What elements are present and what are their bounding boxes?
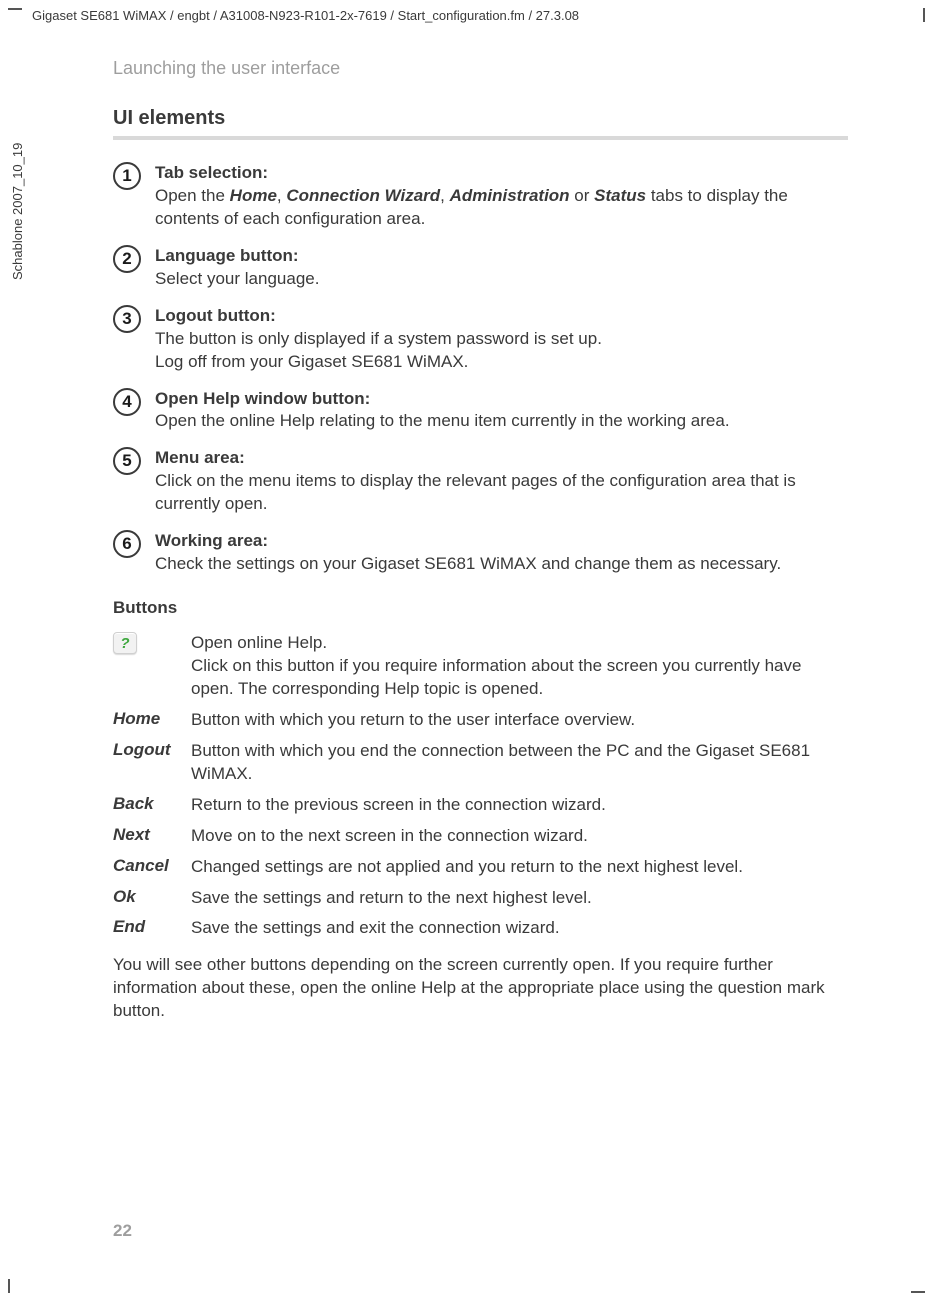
- crop-mark: [8, 1279, 10, 1293]
- button-desc: Button with which you end the connection…: [191, 740, 848, 786]
- button-desc: Changed settings are not applied and you…: [191, 856, 848, 879]
- numbered-item: 2 Language button: Select your language.: [113, 245, 848, 291]
- item-body: Working area: Check the settings on your…: [155, 530, 848, 576]
- item-number: 4: [113, 388, 141, 416]
- button-desc: Save the settings and return to the next…: [191, 887, 848, 910]
- item-number: 5: [113, 447, 141, 475]
- item-text: Select your language.: [155, 269, 319, 288]
- item-title: Open Help window button:: [155, 389, 370, 408]
- button-row: Ok Save the settings and return to the n…: [113, 887, 848, 910]
- page-content: Launching the user interface UI elements…: [113, 58, 848, 1023]
- crop-mark: [923, 8, 925, 22]
- item-text: The button is only displayed if a system…: [155, 329, 602, 371]
- crop-mark: [8, 8, 22, 10]
- crop-mark: [911, 1291, 925, 1293]
- item-title: Working area:: [155, 531, 268, 550]
- template-label: Schablone 2007_10_19: [10, 143, 25, 280]
- item-title: Logout button:: [155, 306, 276, 325]
- bold-term: Home: [230, 186, 277, 205]
- text: ,: [277, 186, 286, 205]
- button-label: End: [113, 917, 191, 937]
- item-number: 3: [113, 305, 141, 333]
- bold-term: Administration: [450, 186, 570, 205]
- horizontal-rule: [113, 136, 848, 140]
- item-body: Open Help window button: Open the online…: [155, 388, 848, 434]
- button-desc: Return to the previous screen in the con…: [191, 794, 848, 817]
- text: or: [570, 186, 595, 205]
- button-label: Home: [113, 709, 191, 729]
- help-icon: ?: [113, 632, 137, 654]
- item-text: Click on the menu items to display the r…: [155, 471, 796, 513]
- numbered-item: 6 Working area: Check the settings on yo…: [113, 530, 848, 576]
- button-desc: Button with which you return to the user…: [191, 709, 848, 732]
- item-text: Open the online Help relating to the men…: [155, 411, 730, 430]
- button-row: Cancel Changed settings are not applied …: [113, 856, 848, 879]
- item-body: Logout button: The button is only displa…: [155, 305, 848, 374]
- button-row: ? Open online Help. Click on this button…: [113, 632, 848, 701]
- button-row: Next Move on to the next screen in the c…: [113, 825, 848, 848]
- button-label: Ok: [113, 887, 191, 907]
- item-body: Tab selection: Open the Home, Connection…: [155, 162, 848, 231]
- button-desc: Open online Help. Click on this button i…: [191, 632, 848, 701]
- item-number: 1: [113, 162, 141, 190]
- item-number: 6: [113, 530, 141, 558]
- item-text: Check the settings on your Gigaset SE681…: [155, 554, 781, 573]
- bold-term: Status: [594, 186, 646, 205]
- button-label: Cancel: [113, 856, 191, 876]
- item-title: Language button:: [155, 246, 299, 265]
- button-label: Next: [113, 825, 191, 845]
- button-row: End Save the settings and exit the conne…: [113, 917, 848, 940]
- closing-paragraph: You will see other buttons depending on …: [113, 954, 848, 1023]
- item-body: Language button: Select your language.: [155, 245, 848, 291]
- button-row: Back Return to the previous screen in th…: [113, 794, 848, 817]
- section-title: Launching the user interface: [113, 58, 848, 79]
- text: ,: [440, 186, 449, 205]
- bold-term: Connection Wizard: [286, 186, 440, 205]
- page-number: 22: [113, 1221, 132, 1241]
- text: Open the: [155, 186, 230, 205]
- button-row: Logout Button with which you end the con…: [113, 740, 848, 786]
- button-label: Back: [113, 794, 191, 814]
- subheading: UI elements: [113, 107, 848, 130]
- numbered-item: 3 Logout button: The button is only disp…: [113, 305, 848, 374]
- buttons-heading: Buttons: [113, 598, 848, 618]
- button-label: ?: [113, 632, 191, 654]
- button-row: Home Button with which you return to the…: [113, 709, 848, 732]
- button-label: Logout: [113, 740, 191, 760]
- button-desc: Save the settings and exit the connectio…: [191, 917, 848, 940]
- numbered-item: 5 Menu area: Click on the menu items to …: [113, 447, 848, 516]
- numbered-item: 1 Tab selection: Open the Home, Connecti…: [113, 162, 848, 231]
- button-desc: Move on to the next screen in the connec…: [191, 825, 848, 848]
- numbered-item: 4 Open Help window button: Open the onli…: [113, 388, 848, 434]
- item-title: Menu area:: [155, 448, 245, 467]
- item-body: Menu area: Click on the menu items to di…: [155, 447, 848, 516]
- header-path: Gigaset SE681 WiMAX / engbt / A31008-N92…: [32, 8, 579, 23]
- item-number: 2: [113, 245, 141, 273]
- item-title: Tab selection:: [155, 163, 268, 182]
